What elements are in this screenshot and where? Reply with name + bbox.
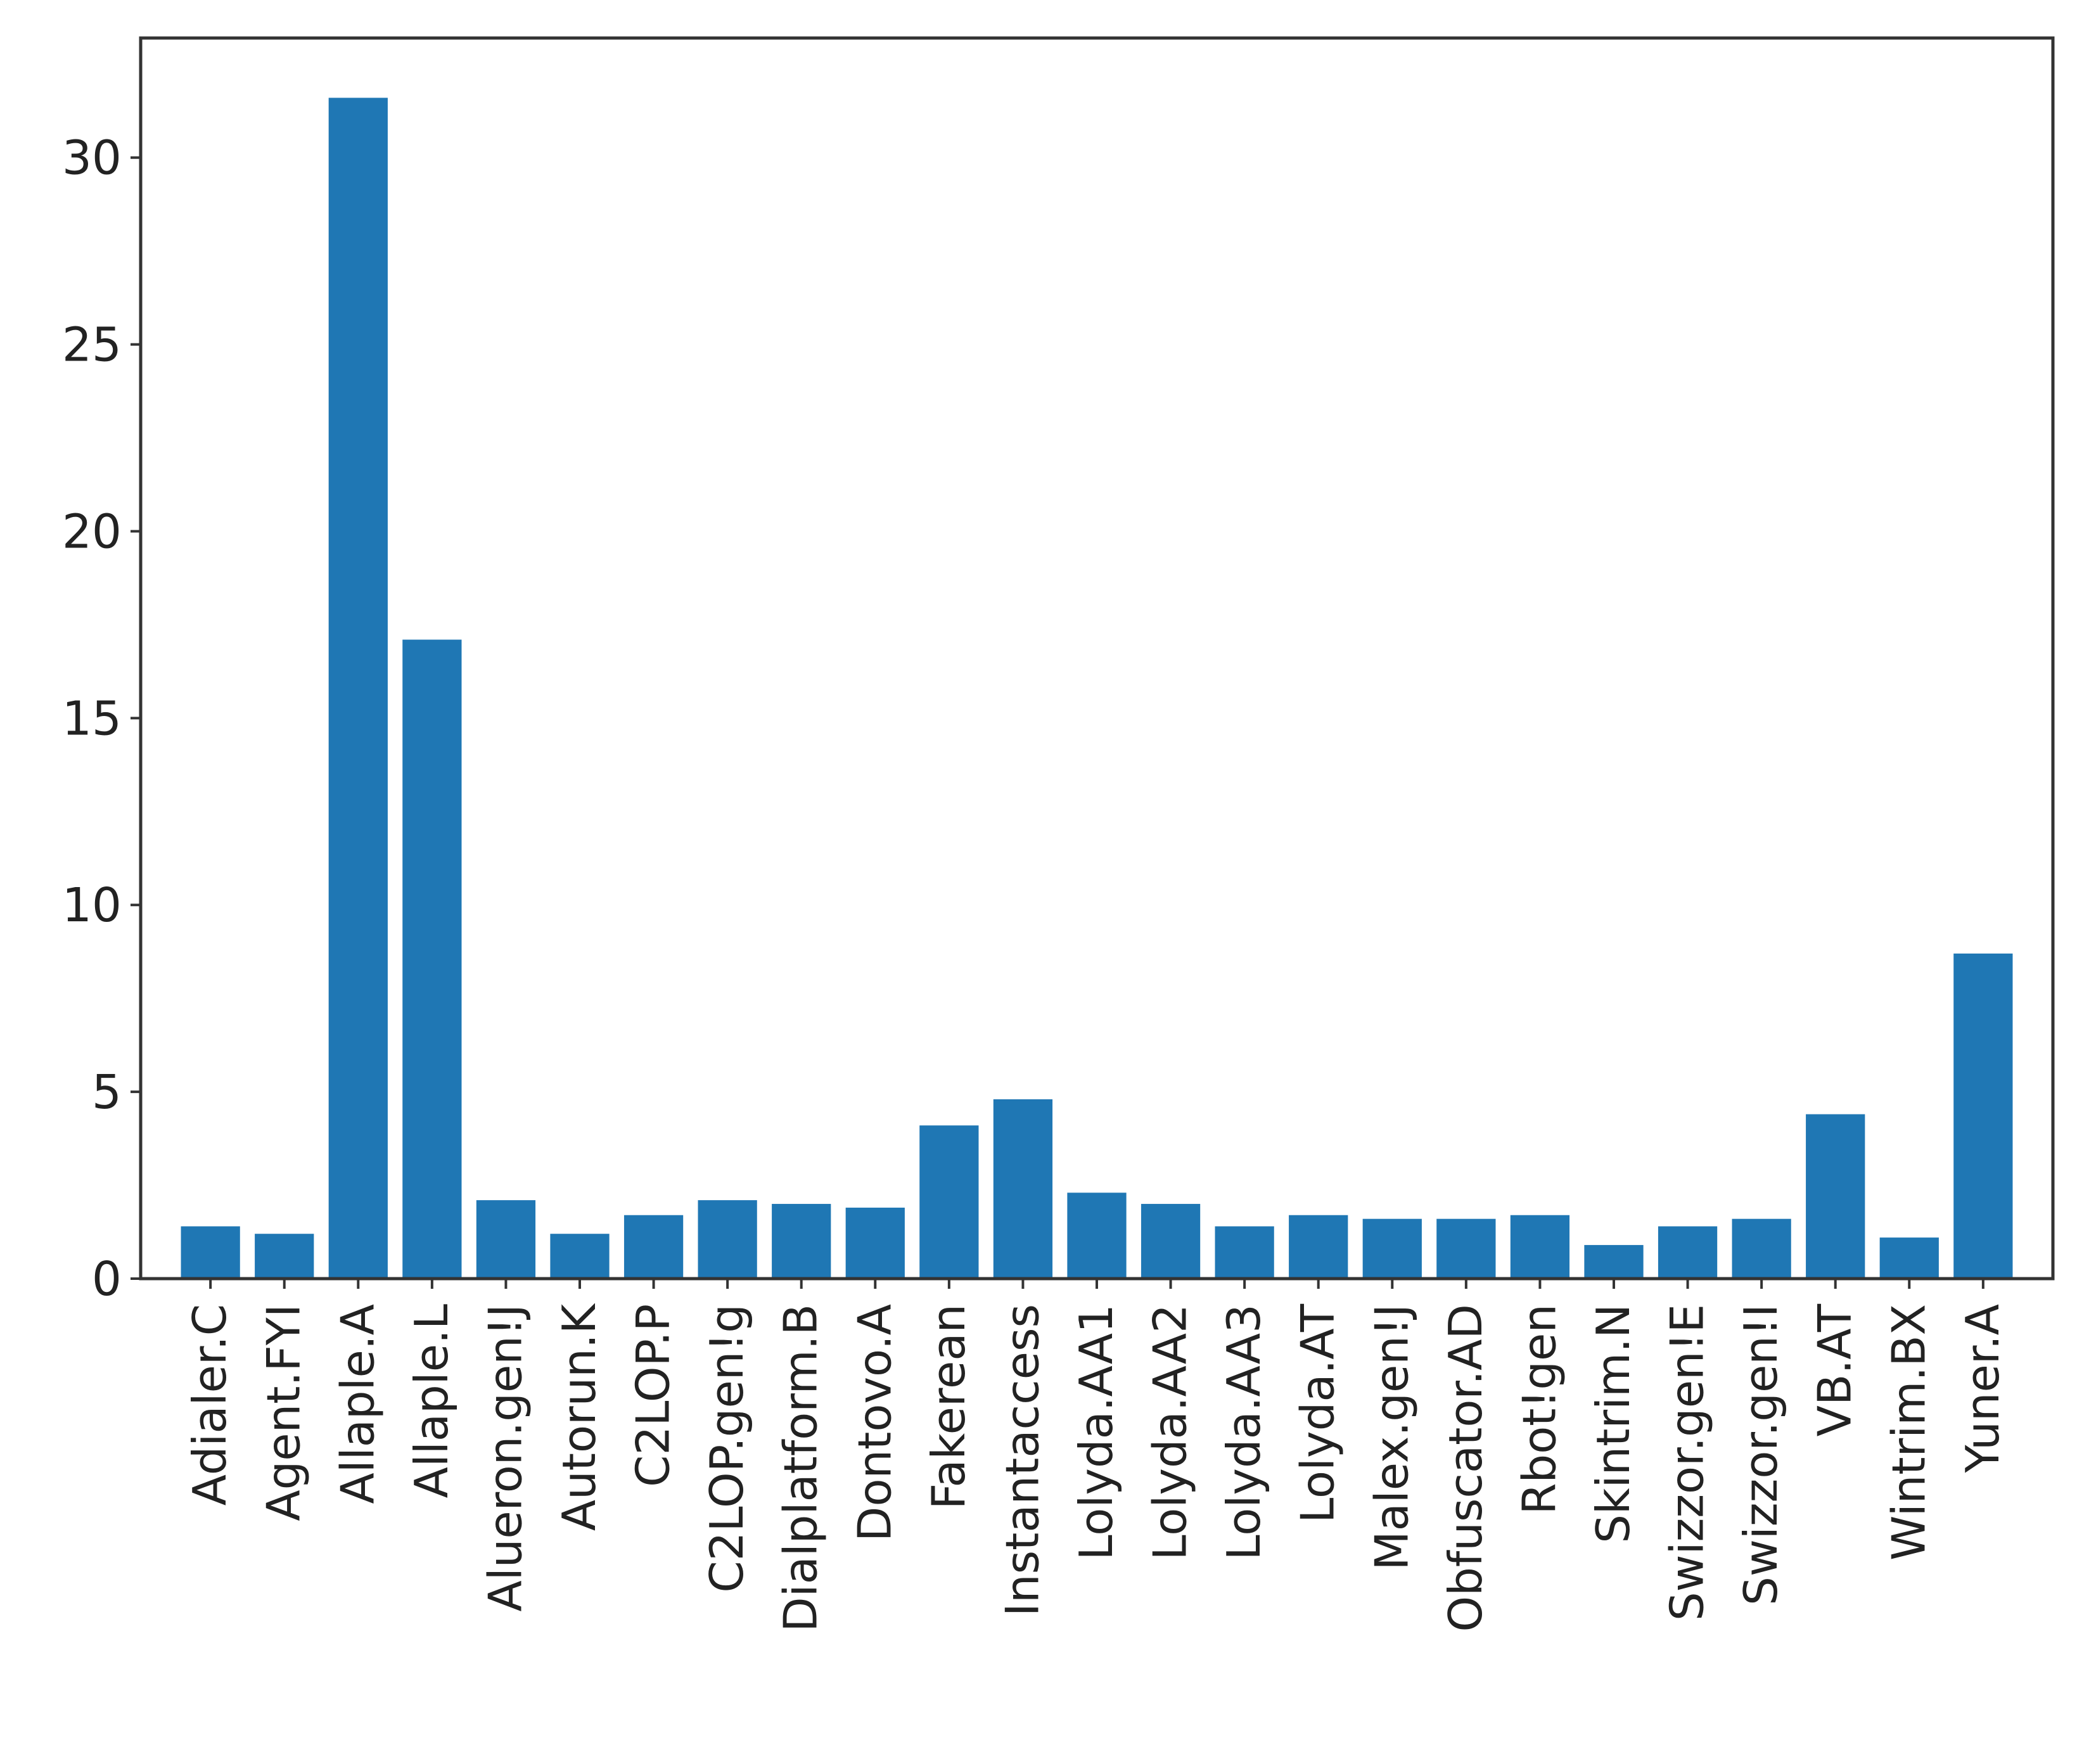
x-tick-label: Dialplatform.B <box>774 1304 828 1632</box>
bar-vb-at <box>1806 1114 1865 1279</box>
bar-agent-fyi <box>255 1234 314 1279</box>
plot-frame <box>139 36 2055 1281</box>
bar-lolyda-aa2 <box>1141 1204 1201 1279</box>
x-tick-label: Instantaccess <box>995 1304 1049 1616</box>
y-tick-label: 5 <box>92 1065 122 1120</box>
y-tick-label: 30 <box>62 131 122 186</box>
x-tick-label: Adialer.C <box>183 1304 236 1505</box>
x-tick-label: Swizzor.gen!E <box>1661 1304 1714 1621</box>
bar-allaple-a <box>328 98 388 1279</box>
bar-dialplatform-b <box>772 1204 831 1279</box>
y-axis: 0 5 10 15 20 25 30 <box>62 131 141 1307</box>
bar-adialer-c <box>181 1226 240 1279</box>
x-tick-label: Alueron.gen!J <box>478 1304 532 1612</box>
bar-alueron-gen-j <box>476 1200 536 1279</box>
y-tick-label: 25 <box>62 318 122 373</box>
x-tick-label: Fakerean <box>922 1304 975 1509</box>
x-tick-label: Malex.gen!J <box>1365 1304 1418 1571</box>
y-tick-label: 15 <box>62 691 122 746</box>
x-tick-label: Dontovo.A <box>848 1304 901 1542</box>
bars-layer <box>181 98 2013 1279</box>
x-tick-label: VB.AT <box>1808 1303 1862 1436</box>
bar-allaple-l <box>402 639 462 1279</box>
bar-swizzor-gen-i <box>1732 1218 1791 1279</box>
x-axis: Adialer.C Agent.FYI Allaple.A Allaple.L Alue… <box>183 1279 2009 1632</box>
x-tick-label: Lolyda.AA3 <box>1217 1304 1270 1561</box>
x-tick-label: Autorun.K <box>553 1303 606 1531</box>
bar-wintrim-bx <box>1879 1237 1939 1279</box>
bar-dontovo-a <box>845 1207 905 1279</box>
bar-lolyda-aa1 <box>1067 1192 1127 1279</box>
x-tick-label: Agent.FYI <box>257 1304 310 1521</box>
bar-autorun-k <box>550 1234 610 1279</box>
bar-obfuscator-ad <box>1436 1218 1496 1279</box>
x-tick-label: Obfuscator.AD <box>1439 1304 1492 1632</box>
bar-yuner-a <box>1953 953 2013 1279</box>
x-tick-label: Rbot!gen <box>1512 1304 1566 1515</box>
x-tick-label: Allaple.L <box>405 1304 458 1498</box>
bar-malex-gen-j <box>1362 1218 1422 1279</box>
bar-instantaccess <box>993 1099 1053 1279</box>
y-tick-label: 20 <box>62 504 122 559</box>
x-tick-label: Swizzor.gen!I <box>1734 1304 1787 1606</box>
x-tick-label: Lolyda.AT <box>1291 1303 1345 1523</box>
bar-skintrim-n <box>1584 1244 1644 1279</box>
x-tick-label: C2LOP.P <box>627 1304 680 1487</box>
x-tick-label: Skintrim.N <box>1587 1304 1640 1544</box>
bar-c2lop-p <box>623 1215 684 1279</box>
x-tick-label: Allaple.A <box>331 1304 384 1504</box>
x-tick-label: C2LOP.gen!g <box>700 1304 753 1593</box>
bar-lolyda-aa3 <box>1215 1226 1274 1279</box>
x-tick-label: Lolyda.AA2 <box>1144 1304 1197 1561</box>
y-tick-label: 10 <box>62 878 122 933</box>
bar-swizzor-gen-e <box>1658 1226 1718 1279</box>
x-tick-label: Lolyda.AA1 <box>1070 1304 1123 1561</box>
x-tick-label: Yuner.A <box>1956 1304 2009 1473</box>
bar-c2lop-gen-g <box>698 1200 757 1279</box>
bar-lolyda-at <box>1289 1215 1348 1279</box>
y-tick-label: 0 <box>92 1252 122 1307</box>
bar-fakerean <box>919 1125 979 1279</box>
bar-rbot-gen <box>1510 1215 1570 1279</box>
x-tick-label: Wintrim.BX <box>1882 1304 1935 1561</box>
